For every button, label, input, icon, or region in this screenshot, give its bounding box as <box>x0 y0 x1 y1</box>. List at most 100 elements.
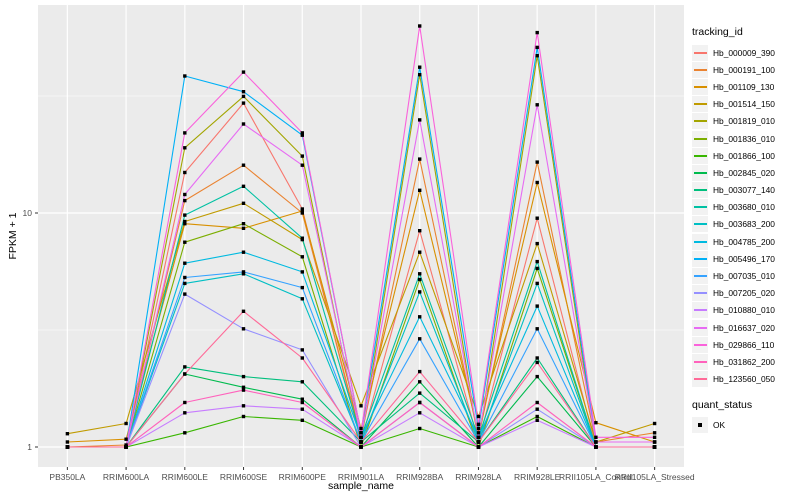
legend-key-line-icon <box>692 233 708 250</box>
legend-key-line-icon <box>692 319 708 336</box>
data-point <box>476 440 481 444</box>
legend-item-label: Hb_005496_170 <box>713 253 775 264</box>
data-point <box>535 414 539 419</box>
legend-key-color-swatch <box>693 103 707 106</box>
legend-items-quant-status: OK <box>692 417 798 434</box>
legend-item-Hb_007035_010: Hb_007035_010 <box>692 267 798 285</box>
legend-item-Hb_001866_100: Hb_001866_100 <box>692 147 798 164</box>
data-point <box>300 285 304 290</box>
y-axis-title: FPKM + 1 <box>7 212 19 260</box>
data-point <box>241 184 246 188</box>
data-point <box>535 160 539 164</box>
data-point <box>241 385 246 389</box>
x-tick-label: RRIM600SE <box>219 472 268 482</box>
data-point <box>183 400 187 405</box>
data-point <box>535 407 539 411</box>
data-point <box>418 337 422 341</box>
data-point <box>476 431 481 435</box>
data-point <box>183 198 187 203</box>
data-point <box>535 216 539 220</box>
legend-quant-status: quant_status OK <box>692 399 798 434</box>
legend-item-label: Hb_010880_010 <box>713 305 775 316</box>
legend-key-color-swatch <box>693 240 707 243</box>
data-point <box>535 30 539 35</box>
legend-key-line-icon <box>692 147 708 164</box>
data-point <box>124 437 128 441</box>
legend-item-Hb_003077_140: Hb_003077_140 <box>692 182 798 199</box>
data-point <box>652 445 657 449</box>
legend-key-color-swatch <box>693 378 707 381</box>
legend-item-Hb_031862_200: Hb_031862_200 <box>692 353 798 370</box>
data-point <box>418 315 422 319</box>
legend-item-label: Hb_001109_130 <box>713 81 775 92</box>
data-point <box>241 309 246 313</box>
data-point <box>535 418 539 422</box>
legend-item-label: Hb_000009_390 <box>713 47 775 58</box>
legend-key-line-icon <box>692 113 708 130</box>
data-point <box>476 445 481 449</box>
data-point <box>652 431 657 435</box>
x-tick-label: RRIM600LE <box>161 472 208 482</box>
data-point <box>241 374 246 379</box>
data-point <box>594 440 598 444</box>
legend-item-label: Hb_000191_100 <box>713 64 775 75</box>
data-point <box>183 431 187 435</box>
legend-key-color-swatch <box>693 120 707 123</box>
legend-key-color-swatch <box>693 275 707 278</box>
data-point <box>535 281 539 286</box>
legend-key-color-swatch <box>693 85 707 88</box>
legend-item-Hb_007205_020: Hb_007205_020 <box>692 285 798 302</box>
data-point <box>418 24 422 28</box>
data-point <box>241 90 246 94</box>
data-point <box>183 240 187 244</box>
data-point <box>535 327 539 331</box>
legend-key-line-icon <box>692 250 708 267</box>
legend-key-color-swatch <box>693 51 707 54</box>
data-point <box>241 404 246 408</box>
data-point <box>183 281 187 286</box>
legend-item-Hb_001514_150: Hb_001514_150 <box>692 96 798 113</box>
data-point <box>241 327 246 331</box>
legend-key-color-swatch <box>693 189 707 192</box>
x-tick-label: RRIM928LA <box>455 472 502 482</box>
data-point <box>535 180 539 185</box>
legend-item-Hb_001819_010: Hb_001819_010 <box>692 113 798 130</box>
data-point <box>124 445 128 449</box>
legend-item-Hb_005496_170: Hb_005496_170 <box>692 250 798 267</box>
data-point <box>535 259 539 264</box>
data-point <box>300 236 304 240</box>
legend-item-Hb_123560_050: Hb_123560_050 <box>692 371 798 388</box>
data-point <box>594 445 598 449</box>
legend-title-tracking-id: tracking_id <box>692 26 743 38</box>
data-point <box>476 426 481 431</box>
x-axis-title: sample_name <box>328 480 394 492</box>
data-point <box>241 94 246 99</box>
data-point <box>418 272 422 276</box>
data-point <box>241 101 246 105</box>
y-tick-label: 1 <box>27 442 32 452</box>
legend-item-label: Hb_002845_020 <box>713 167 775 178</box>
data-point <box>65 432 70 436</box>
data-point <box>535 103 539 107</box>
legend-item-Hb_003680_010: Hb_003680_010 <box>692 199 798 216</box>
legend-item-label: Hb_016637_020 <box>713 322 775 333</box>
legend-key-line-icon <box>692 164 708 181</box>
legend-key-line-icon <box>692 96 708 113</box>
data-point <box>241 222 246 226</box>
data-point <box>300 400 304 405</box>
data-point <box>535 374 539 379</box>
legend-key-point-icon <box>692 417 708 434</box>
data-point <box>418 411 422 415</box>
data-point <box>418 65 422 69</box>
data-point <box>183 146 187 150</box>
data-point <box>359 426 363 431</box>
data-point <box>300 348 304 352</box>
legend-item-label: Hb_007035_010 <box>713 271 775 282</box>
legend-key-color-swatch <box>693 223 707 226</box>
data-point <box>418 250 422 254</box>
legend-key-line-icon <box>692 61 708 78</box>
data-point <box>418 188 422 192</box>
data-point <box>241 414 246 419</box>
legend-item-label: Hb_003683_200 <box>713 219 775 230</box>
data-point <box>418 380 422 384</box>
